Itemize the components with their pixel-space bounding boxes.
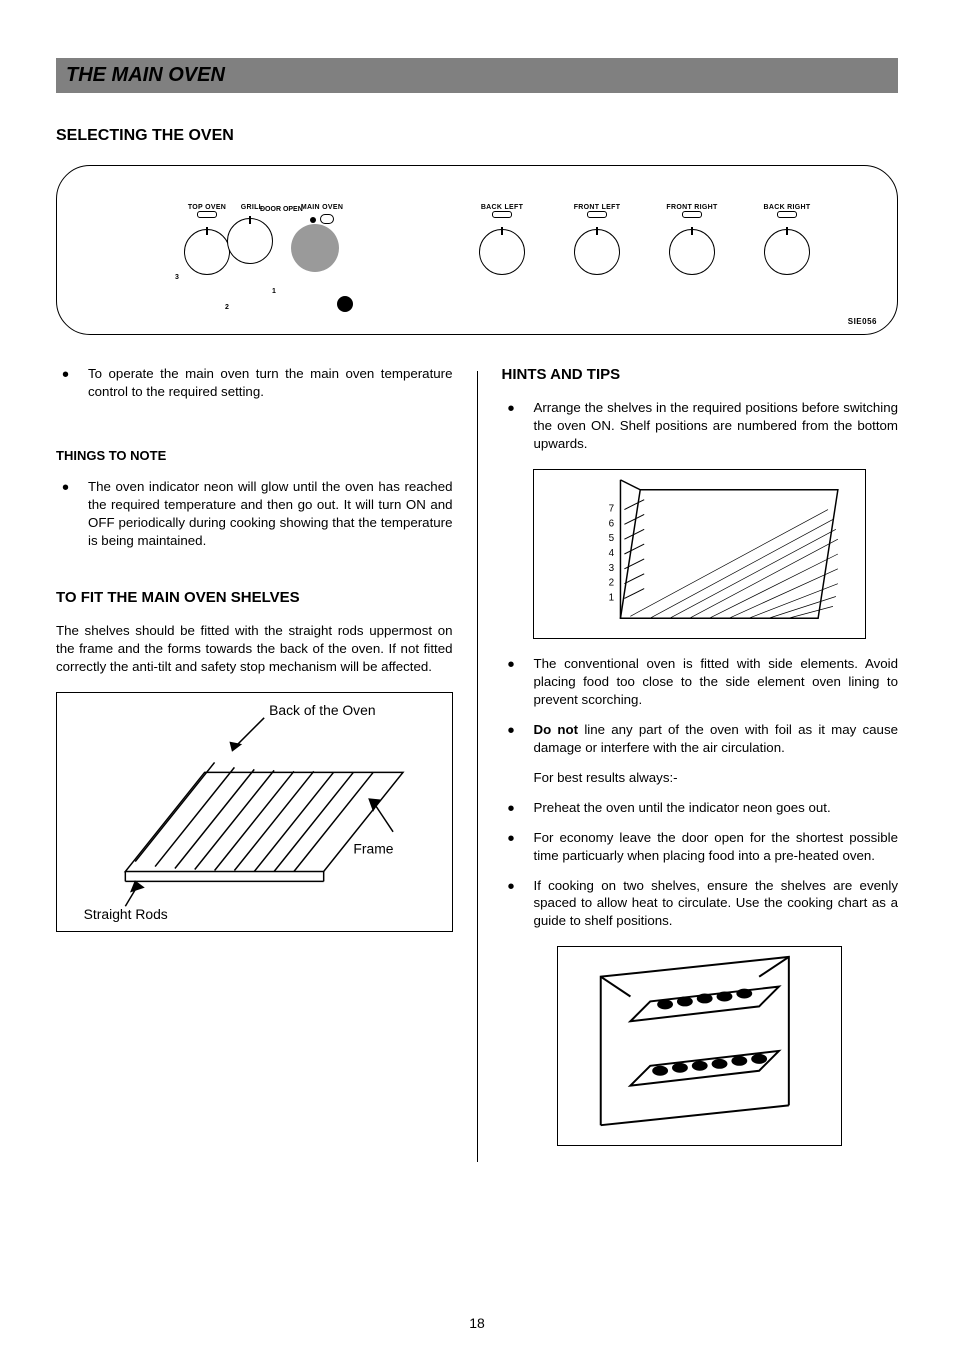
black-dot-icon bbox=[337, 296, 353, 312]
section-header-text: THE MAIN OVEN bbox=[66, 64, 225, 86]
knob-dial-back-right bbox=[764, 229, 810, 275]
knob-label-back-left: BACK LEFT bbox=[452, 204, 552, 211]
knob-dial-top-oven bbox=[184, 229, 230, 275]
bullet-list: The conventional oven is fitted with sid… bbox=[502, 655, 899, 757]
knob-label-front-right: FRONT RIGHT bbox=[642, 204, 742, 211]
two-column-layout: To operate the main oven turn the main o… bbox=[56, 365, 898, 1162]
shelf-illustration: Back of the Oven Frame Straight Rods bbox=[56, 692, 453, 932]
page-number: 18 bbox=[0, 1315, 954, 1331]
knob-dial-grill bbox=[227, 218, 273, 264]
right-column: HINTS AND TIPS Arrange the shelves in th… bbox=[478, 365, 899, 1162]
section-header-bar: THE MAIN OVEN bbox=[56, 58, 898, 93]
bullet-list: To operate the main oven turn the main o… bbox=[56, 365, 453, 401]
main-oven-knob-grey bbox=[291, 224, 339, 272]
slot-icon bbox=[492, 211, 512, 218]
slot-icon bbox=[777, 211, 797, 218]
panel-ref-code: SIE056 bbox=[848, 317, 877, 326]
bullet-operate: To operate the main oven turn the main o… bbox=[56, 365, 453, 401]
knob-label-back-right: BACK RIGHT bbox=[737, 204, 837, 211]
things-to-note-title: THINGS TO NOTE bbox=[56, 447, 453, 465]
do-not-bold: Do not bbox=[534, 722, 579, 737]
shelf-svg: Back of the Oven Frame Straight Rods bbox=[57, 693, 452, 931]
svg-text:6: 6 bbox=[609, 518, 615, 529]
fit-shelves-title: TO FIT THE MAIN OVEN SHELVES bbox=[56, 588, 453, 608]
knob-label-main-oven: MAIN OVEN bbox=[292, 204, 352, 211]
fit-shelves-para: The shelves should be fitted with the st… bbox=[56, 622, 453, 676]
bullet-arrange: Arrange the shelves in the required posi… bbox=[502, 399, 899, 453]
left-column: To operate the main oven turn the main o… bbox=[56, 365, 477, 1162]
section-header-title: THE MAIN OVEN bbox=[66, 64, 888, 87]
knob-dial-front-right bbox=[669, 229, 715, 275]
shelf-numbers: 7 6 5 4 3 2 1 bbox=[609, 504, 615, 604]
indicator-dot-icon bbox=[310, 217, 316, 223]
bullet-list: Arrange the shelves in the required posi… bbox=[502, 399, 899, 453]
cavity-svg: 7 6 5 4 3 2 1 bbox=[534, 470, 865, 638]
bullet-foil: Do not line any part of the oven with fo… bbox=[502, 721, 899, 757]
best-results-line: For best results always:- bbox=[502, 769, 899, 787]
subheading-selecting: SELECTING THE OVEN bbox=[56, 127, 898, 145]
knob-label-front-left: FRONT LEFT bbox=[547, 204, 647, 211]
bullet-preheat: Preheat the oven until the indicator neo… bbox=[502, 799, 899, 817]
svg-text:1: 1 bbox=[609, 593, 615, 604]
svg-text:2: 2 bbox=[609, 578, 615, 589]
bullet-economy: For economy leave the door open for the … bbox=[502, 829, 899, 865]
label-back-of-oven: Back of the Oven bbox=[269, 702, 375, 718]
slot-icon bbox=[587, 211, 607, 218]
bullet-list: The oven indicator neon will glow until … bbox=[56, 478, 453, 550]
cavity-illustration: 7 6 5 4 3 2 1 bbox=[533, 469, 866, 639]
trays-svg bbox=[558, 947, 841, 1145]
scale-2: 2 bbox=[225, 304, 229, 311]
bullet-two-shelves: If cooking on two shelves, ensure the sh… bbox=[502, 877, 899, 931]
scale-1: 1 bbox=[272, 288, 276, 295]
knob-dial-front-left bbox=[574, 229, 620, 275]
svg-text:4: 4 bbox=[609, 548, 615, 559]
svg-text:3: 3 bbox=[609, 563, 615, 574]
two-trays-illustration bbox=[557, 946, 842, 1146]
svg-text:5: 5 bbox=[609, 533, 615, 544]
bullet-list: Preheat the oven until the indicator neo… bbox=[502, 799, 899, 931]
bullet-side-elements: The conventional oven is fitted with sid… bbox=[502, 655, 899, 709]
slot-icon bbox=[682, 211, 702, 218]
svg-text:7: 7 bbox=[609, 504, 615, 515]
label-frame: Frame bbox=[353, 841, 393, 857]
slot-icon bbox=[197, 211, 217, 218]
control-panel-illustration: TOP OVEN GRILL DOOR OPEN MAIN OVEN 3 2 1… bbox=[56, 165, 898, 335]
bullet-neon: The oven indicator neon will glow until … bbox=[56, 478, 453, 550]
knob-dial-back-left bbox=[479, 229, 525, 275]
page: THE MAIN OVEN SELECTING THE OVEN TOP OVE… bbox=[0, 0, 954, 1351]
pill-icon bbox=[320, 214, 334, 224]
foil-rest: line any part of the oven with foil as i… bbox=[534, 722, 899, 755]
label-straight-rods: Straight Rods bbox=[84, 906, 168, 922]
scale-3: 3 bbox=[175, 274, 179, 281]
hints-tips-title: HINTS AND TIPS bbox=[502, 365, 899, 385]
knob-label-top-oven: TOP OVEN bbox=[177, 204, 237, 211]
